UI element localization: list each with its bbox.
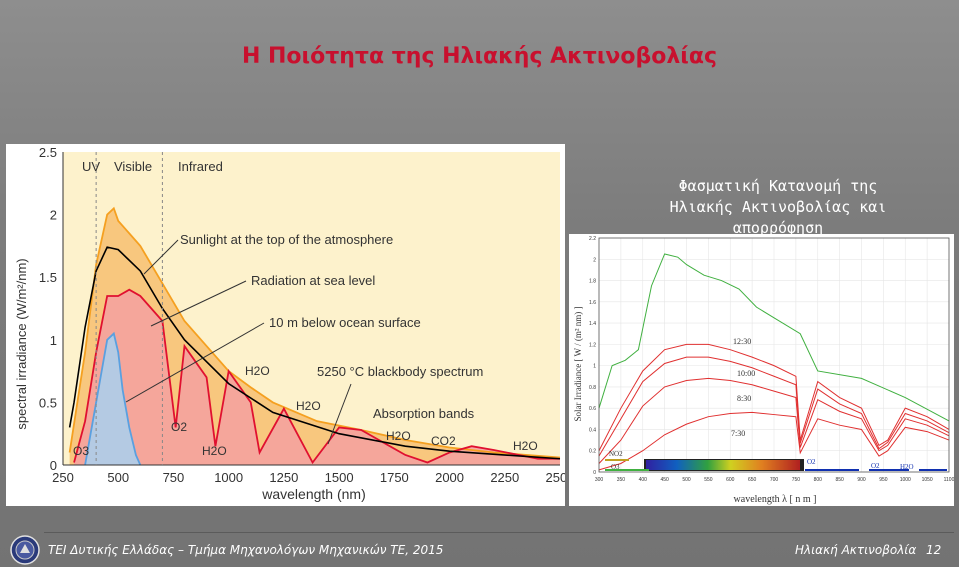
x-tick-label: 1500 [325,470,354,485]
x-tick-label: 300 [595,477,604,483]
series-fill [74,289,561,465]
x-tick-label: 1000 [900,477,911,483]
caption-line: απορρόφηση [732,219,824,237]
series-line [598,253,950,422]
x-tick-label: 2000 [435,470,464,485]
x-tick-label: 350 [617,477,626,483]
x-tick-label: 1750 [380,470,409,485]
measured-irradiance-chart: 300 350 400 450 500 550 600 650 700 750 800 850 900 9… [569,234,954,506]
x-tick-label: 400 [639,477,648,483]
x-tick-label: 800 [814,477,823,483]
y-tick-label: 1.8 [589,279,596,285]
gas-label: NO2 [609,450,623,458]
y-tick-label: 0.4 [589,427,596,433]
annotation-blackbody: 5250 °C blackbody spectrum [317,364,483,379]
gas-label: O3 [611,463,620,471]
caption-line: Φασματική Κατανομή της [678,177,878,195]
y-axis-label: Solar Irradiance [ W / (m² nm) ] [573,306,583,421]
gas-label: O3 [73,444,89,458]
gas-label: H2O [296,399,321,413]
series-label-730: 7:30 [731,429,745,438]
y-tick-label: 2 [50,208,57,223]
gas-label: H2O [386,429,411,443]
band-label-uv: UV [82,159,100,174]
annotation-arrows [125,239,352,445]
series-line [73,288,560,465]
x-tick-label: 950 [879,477,888,483]
series-label-1000: 10:00 [737,369,755,378]
x-tick-label: 850 [835,477,844,483]
series-line [598,377,950,464]
x-tick-label: 1050 [922,477,933,483]
series-label-830: 8:30 [737,394,751,403]
y-tick-label: 1.6 [589,300,596,306]
series-label-1230: 12:30 [733,337,751,346]
y-tick-label: 1 [50,333,57,348]
y-tick-label: 2 [593,257,596,263]
y-axis-label: spectral irradiance (W/m²/nm) [14,258,29,429]
series-line [84,331,142,466]
gas-label: H2O [245,364,270,378]
series-line [68,206,561,459]
series-line [598,343,950,451]
x-axis-label: wavelength λ [ n m ] [734,494,817,505]
gas-label: H2O [900,463,914,471]
x-tick-label: 1000 [214,470,243,485]
series-line [598,356,950,457]
y-tick-label: 0 [593,470,596,476]
x-tick-label: 1250 [269,470,298,485]
y-tick-label: 0.6 [589,406,596,412]
gas-label: O2 [807,458,816,466]
gas-label: H2O [202,444,227,458]
university-seal-icon [10,535,40,565]
x-tick-label: 650 [748,477,757,483]
y-tick-label: 0.2 [589,449,596,455]
series-fill [85,333,141,465]
y-tick-label: 2.2 [589,236,596,242]
footer-topic: Ηλιακή Ακτινοβολία [795,543,917,557]
y-tick-label: 0 [50,458,57,473]
x-tick-label: 500 [107,470,129,485]
y-tick-label: 2.5 [39,145,57,160]
x-tick-label: 700 [770,477,779,483]
x-tick-label: 2250 [490,470,519,485]
x-tick-label: 550 [704,477,713,483]
slide-title: Η Ποιότητα της Ηλιακής Ακτινοβολίας [241,44,718,69]
x-tick-label: 750 [163,470,185,485]
band-label-visible: Visible [114,159,152,174]
y-tick-label: 0.5 [39,395,57,410]
x-tick-label: 750 [792,477,801,483]
y-tick-label: 0.8 [589,385,596,391]
x-tick-label: 250 [52,470,74,485]
page-number: 12 [926,543,942,557]
y-tick-label: 1 [593,364,596,370]
x-axis-label: wavelength (nm) [261,486,366,502]
gas-label: O2 [171,420,187,434]
footer-divider [44,532,954,533]
gas-label: O2 [871,462,880,470]
annotation-top-atmosphere: Sunlight at the top of the atmosphere [180,232,393,247]
footer-institution: ΤΕΙ Δυτικής Ελλάδας – Τμήμα Μηχανολόγων … [48,543,444,557]
chart-caption: Φασματική Κατανομή της Ηλιακής Ακτινοβολ… [628,176,928,239]
plot-frame [598,237,950,473]
x-tick-label: 500 [682,477,691,483]
series-line [598,411,950,471]
annotation-ocean: 10 m below ocean surface [269,315,421,330]
band-label-infrared: Infrared [178,159,223,174]
x-tick-label: 600 [726,477,735,483]
y-tick-label: 1.5 [39,270,57,285]
y-tick-label: 1.2 [589,342,596,348]
x-tick-label: 450 [660,477,669,483]
annotation-sea-level: Radiation at sea level [251,273,375,288]
y-tick-label: 1.4 [589,321,596,327]
x-tick-label: 1100 [944,477,954,483]
caption-line: Ηλιακής Ακτινοβολίας και [669,198,887,216]
gas-label: CO2 [431,434,456,448]
gas-label: H2O [513,439,538,453]
x-tick-label: 900 [857,477,866,483]
annotation-absorption: Absorption bands [373,406,475,421]
